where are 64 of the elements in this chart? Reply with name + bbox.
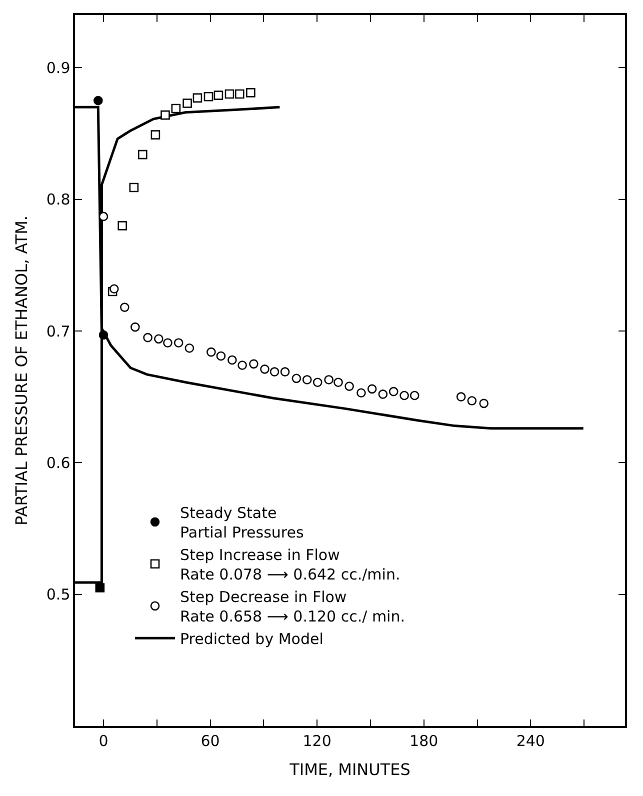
point [214, 90, 224, 100]
point [334, 378, 343, 387]
point [388, 386, 398, 396]
point [182, 98, 192, 108]
point [479, 398, 488, 408]
y-tick-label: 0.9 [46, 58, 70, 77]
x-tick-label: 180 [410, 732, 438, 750]
point [249, 359, 258, 369]
point [224, 89, 234, 99]
point [130, 322, 140, 332]
point [260, 364, 270, 374]
point [143, 332, 152, 342]
point [234, 89, 244, 99]
point [160, 110, 170, 120]
point [174, 338, 184, 348]
y-axis-title: PARTIAL PRESSURE OF ETHANOL, ATM. [12, 216, 31, 526]
point [154, 334, 164, 344]
point [400, 390, 409, 400]
point [150, 130, 160, 140]
x-axis-title: TIME, MINUTES [288, 760, 410, 779]
point [410, 390, 420, 400]
legend-label: Step Increase in Flow Rate 0.078 ⟶ 0.642 cc./min. [180, 546, 400, 584]
legend-label: Predicted by Model [180, 630, 324, 648]
x-tick-label: 240 [516, 732, 545, 750]
point [192, 93, 202, 103]
point [120, 302, 130, 312]
point [324, 375, 334, 384]
point [95, 583, 105, 592]
point [270, 367, 280, 376]
point [356, 388, 366, 398]
point [171, 104, 181, 114]
y-tick-label: 0.5 [46, 586, 70, 604]
point [246, 88, 256, 98]
x-tick-label: 60 [200, 732, 220, 750]
point [138, 150, 148, 160]
point [98, 330, 108, 340]
point [344, 382, 354, 391]
point [280, 367, 290, 376]
y-tick-label: 0.7 [46, 322, 70, 340]
point [228, 355, 237, 365]
point [292, 374, 302, 384]
point [456, 392, 466, 402]
point [467, 396, 477, 406]
x-tick-label: 0 [98, 732, 108, 750]
point [238, 360, 247, 370]
point [98, 212, 108, 222]
point [110, 284, 119, 294]
point [118, 221, 127, 230]
point [312, 378, 322, 387]
point [93, 96, 103, 106]
point [184, 343, 194, 353]
point [129, 182, 139, 192]
point [302, 375, 312, 384]
point [163, 338, 172, 348]
point [367, 384, 377, 394]
point [216, 351, 226, 361]
legend-label: Step Decrease in Flow Rate 0.658 ⟶ 0.120 cc./ min. [180, 588, 405, 626]
point [206, 347, 216, 357]
point [204, 92, 214, 102]
y-tick-label: 0.8 [46, 190, 70, 209]
y-tick-label: 0.6 [46, 454, 70, 472]
point [378, 390, 388, 399]
x-tick-label: 120 [302, 732, 332, 750]
legend-label: Steady State Partial Pressures [180, 504, 304, 542]
